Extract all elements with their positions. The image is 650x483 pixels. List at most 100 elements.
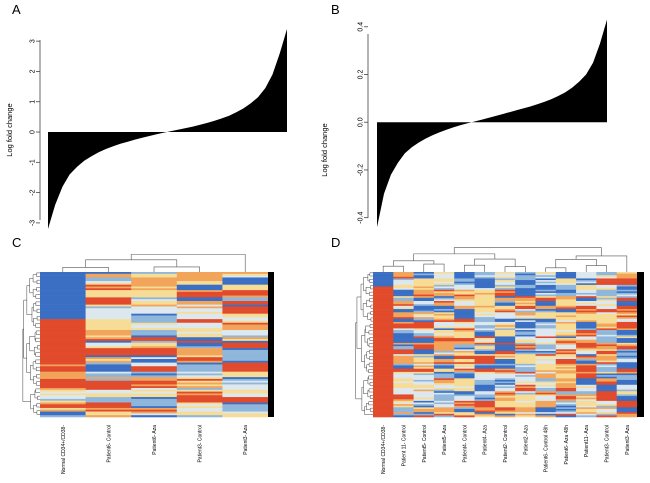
panel-d-row-dendrogram-branch — [369, 279, 373, 283]
panel-d-cell — [413, 289, 435, 292]
panel-d-cell — [535, 379, 557, 382]
panel-d-cell — [474, 396, 496, 398]
panel-d-cell — [515, 278, 536, 281]
panel-d-cell — [373, 312, 394, 315]
panel-d-cell — [393, 396, 414, 398]
panel-d-cell — [433, 328, 455, 331]
panel-d-cell — [616, 301, 638, 303]
panel-d-cell — [454, 330, 475, 332]
panel-d-cell — [413, 394, 435, 397]
panel-d-cell — [454, 400, 475, 403]
panel-d-cell — [555, 359, 577, 361]
panel-d-row-dendrogram-branch — [369, 337, 373, 341]
panel-d-cell — [616, 415, 638, 418]
panel-d-cell — [454, 383, 475, 386]
panel-d-cell — [454, 272, 475, 274]
panel-d-cell — [535, 378, 557, 381]
panel-d-cell — [474, 273, 496, 276]
panel-d-cell — [576, 386, 597, 389]
panel-d-cell — [494, 307, 516, 310]
panel-d-cell — [494, 328, 516, 331]
panel-c-cell — [131, 368, 178, 371]
panel-d-cell — [474, 360, 496, 363]
panel-d-cell — [515, 307, 536, 310]
panel-d-cell — [515, 381, 536, 384]
panel-d-cell — [555, 330, 577, 332]
panel-d-cell — [413, 336, 435, 339]
panel-d-cell — [596, 310, 617, 313]
panel-c-cell — [131, 313, 178, 316]
panel-d-cell — [433, 326, 455, 329]
panel-c-cell — [222, 301, 269, 304]
panel-c-cell — [222, 368, 269, 371]
panel-d-cell — [535, 276, 557, 279]
panel-d-cell — [413, 331, 435, 334]
panel-c-cell — [85, 284, 132, 287]
panel-d-cell — [515, 410, 536, 413]
panel-d-cell — [393, 338, 414, 340]
panel-d-cell — [576, 280, 597, 282]
panel-d-cell — [555, 367, 577, 369]
panel-d-cell — [555, 278, 577, 281]
panel-d-cell — [596, 286, 617, 289]
panel-d-cell — [454, 402, 475, 405]
panel-d-cell — [373, 320, 394, 323]
panel-c-cell — [176, 391, 223, 394]
panel-d-cell — [454, 334, 475, 337]
panel-c-cell — [176, 344, 223, 347]
panel-c-cell — [40, 388, 86, 391]
panel-d-cell — [393, 349, 414, 352]
panel-d-cell — [413, 359, 435, 361]
panel-d-cell — [616, 376, 638, 379]
panel-c-cell — [85, 308, 132, 311]
panel-d-cell — [616, 407, 638, 410]
panel-d-cell — [393, 371, 414, 374]
panel-d-cell — [515, 392, 536, 395]
panel-c-cell — [222, 335, 269, 338]
panel-c-cell — [40, 349, 86, 353]
panel-c-cell — [85, 349, 132, 353]
panel-c-cell — [40, 304, 86, 307]
panel-c-cell — [85, 364, 132, 367]
panel-d-cell — [576, 291, 597, 294]
panel-d-cell — [454, 407, 475, 410]
panel-d-cell — [413, 342, 435, 345]
panel-d-cells — [373, 272, 638, 418]
panel-d-cell — [373, 294, 394, 297]
panel-c-cell — [85, 388, 132, 391]
panel-c-cell — [85, 333, 132, 336]
panel-d-cell — [373, 396, 394, 398]
panel-c-cell — [85, 302, 132, 305]
panel-d-cell — [393, 394, 414, 397]
panel-c-cell — [131, 406, 178, 409]
panel-d-cell — [373, 280, 394, 282]
panel-d-cell — [515, 360, 536, 363]
panel-d-cell — [373, 368, 394, 371]
panel-c-cell — [176, 301, 223, 304]
panel-c-cell — [40, 328, 86, 331]
panel-c-cell — [222, 328, 269, 331]
panel-d-cell — [474, 307, 496, 310]
panel-d-cell — [515, 320, 536, 323]
panel-c-cell — [131, 272, 178, 275]
panel-d-cell — [373, 315, 394, 318]
panel-d-row-dendrogram-branch — [366, 351, 370, 359]
panel-d-cell — [474, 404, 496, 407]
panel-c-row-dendrogram-branch — [30, 394, 35, 410]
panel-d-row-dendrogram-branch — [370, 317, 373, 322]
panel-c-cell — [176, 355, 223, 358]
panel-d-dendrogram-branch — [382, 265, 404, 272]
panel-d-cell — [535, 415, 557, 418]
panel-d-cell — [596, 338, 617, 340]
panel-d-cell — [515, 330, 536, 332]
panel-d-cell — [373, 350, 394, 353]
panel-c-cell — [176, 359, 223, 362]
panel-d-cell — [515, 331, 536, 334]
panel-c-row-dendrogram-branch — [33, 303, 37, 312]
panel-c-cell — [222, 388, 269, 391]
panel-c-cell — [131, 400, 178, 403]
panel-d-cell — [616, 313, 638, 316]
panel-c-cell — [40, 362, 86, 365]
panel-d-cell — [576, 299, 597, 302]
panel-c-cell — [176, 339, 223, 342]
